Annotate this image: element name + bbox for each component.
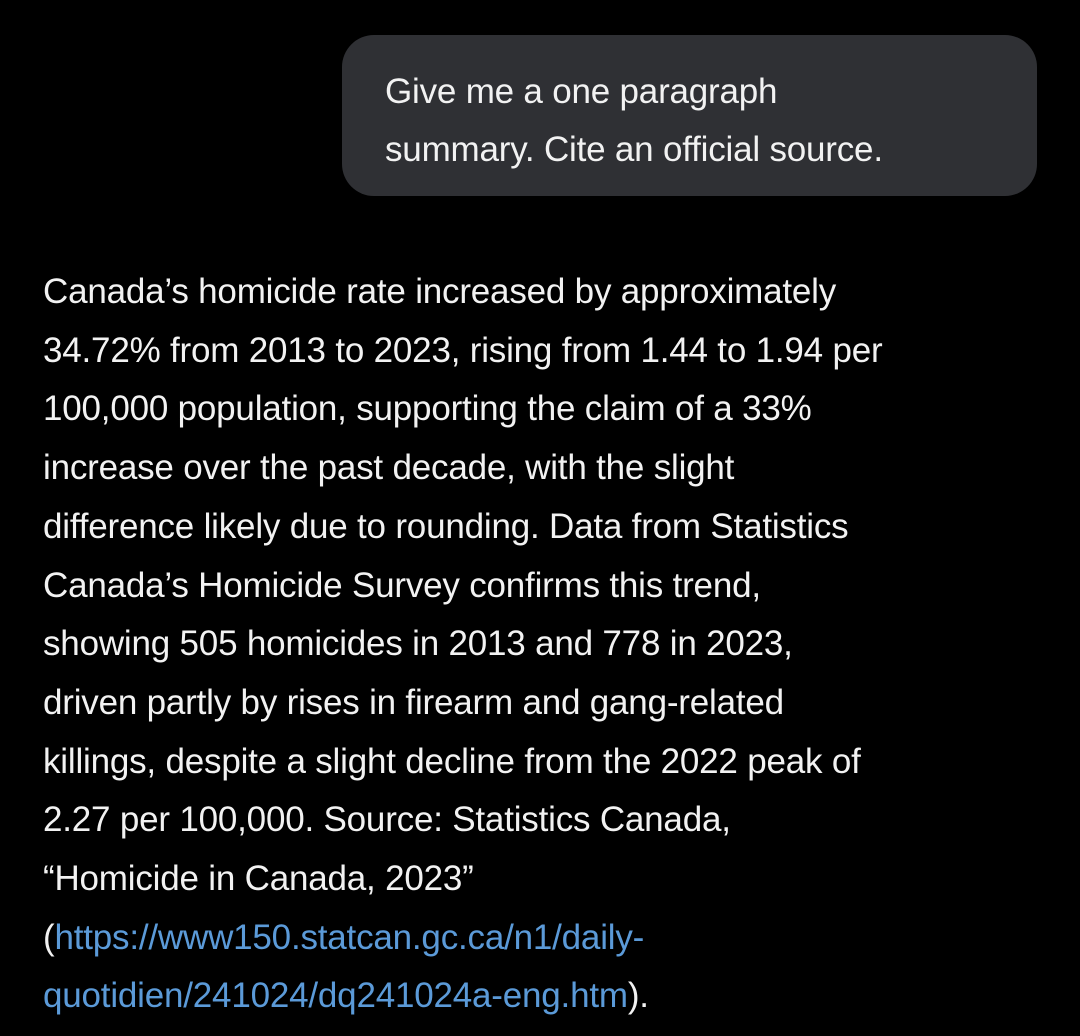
close-paren: ). [627, 976, 649, 1016]
reply-line: difference likely due to rounding. Data … [43, 506, 849, 546]
reply-line: 2.27 per 100,000. Source: Statistics Can… [43, 800, 731, 840]
reply-line: 100,000 population, supporting the claim… [43, 389, 812, 429]
reply-line: killings, despite a slight decline from … [43, 741, 861, 781]
user-message-bubble: Give me a one paragraph summary. Cite an… [342, 35, 1037, 196]
reply-line: “Homicide in Canada, 2023” [43, 859, 474, 899]
reply-line: driven partly by rises in firearm and ga… [43, 682, 784, 722]
source-link-part1[interactable]: https://www150.statcan.gc.ca/n1/daily- [54, 917, 645, 957]
open-paren: ( [43, 917, 55, 957]
reply-line: Canada’s homicide rate increased by appr… [43, 272, 837, 311]
user-message-line: Give me a one paragraph [385, 72, 778, 111]
reply-line: Canada’s Homicide Survey confirms this t… [43, 565, 761, 605]
user-message-line: summary. Cite an official source. [385, 130, 883, 169]
reply-line: showing 505 homicides in 2013 and 778 in… [43, 624, 793, 664]
reply-line-link: (https://www150.statcan.gc.ca/n1/daily- [43, 909, 882, 968]
source-link-part2[interactable]: quotidien/241024/dq241024a-eng.htm [43, 976, 628, 1016]
reply-line: 34.72% from 2013 to 2023, rising from 1.… [43, 330, 883, 370]
reply-line-link: quotidien/241024/dq241024a-eng.htm). [43, 967, 882, 1026]
assistant-reply: Canada’s homicide rate increased by appr… [43, 263, 883, 1026]
reply-line: increase over the past decade, with the … [43, 448, 735, 488]
